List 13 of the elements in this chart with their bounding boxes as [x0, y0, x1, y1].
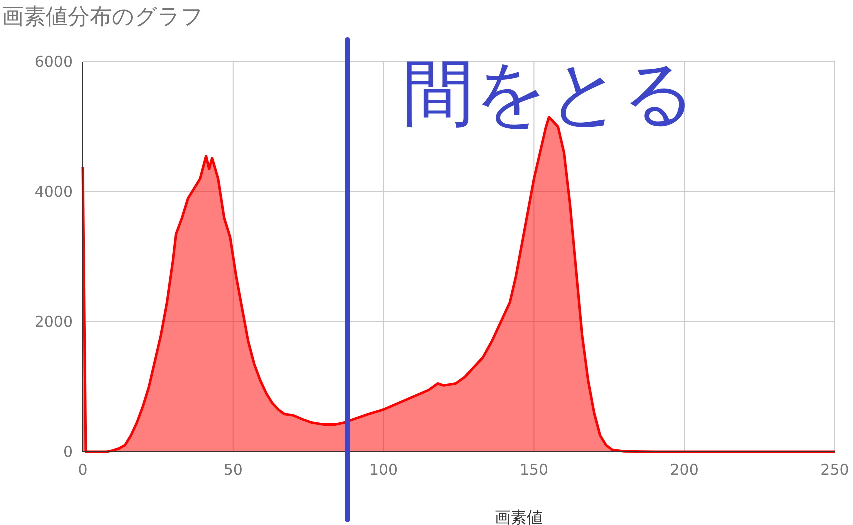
x-tick-label: 50 [224, 461, 243, 479]
x-axis-title: 画素値 [495, 508, 543, 525]
x-tick-label: 250 [820, 461, 850, 479]
y-tick-label: 6000 [34, 53, 73, 71]
chart-title: 画素値分布のグラフ [2, 5, 204, 30]
x-tick-label: 150 [520, 461, 549, 479]
y-tick-label: 4000 [34, 183, 73, 201]
y-tick-label: 2000 [34, 313, 73, 331]
x-tick-label: 200 [670, 461, 699, 479]
x-tick-label: 0 [78, 461, 88, 479]
ref-line-label: 間をとる [402, 51, 697, 135]
y-tick-label: 0 [63, 443, 73, 461]
x-tick-label: 100 [369, 461, 398, 479]
